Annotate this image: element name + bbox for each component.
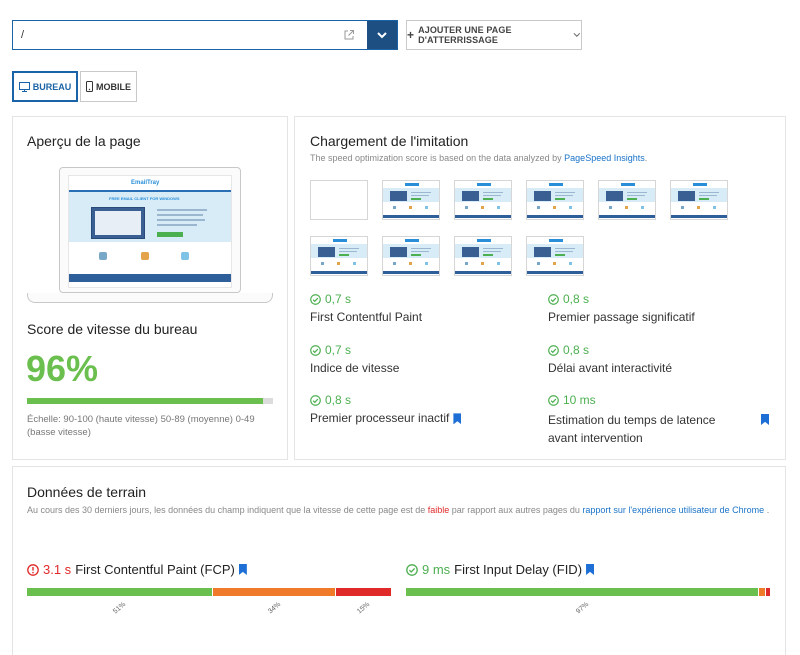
fid-distribution-bar	[406, 588, 770, 596]
simulation-subtitle-text: The speed optimization score is based on…	[310, 153, 565, 163]
filmstrip-frame	[670, 180, 728, 220]
desktop-score-bar	[27, 398, 273, 404]
add-landing-page-label: AJOUTER UNE PAGE D'ATTERRISSAGE	[418, 25, 512, 45]
metric-label-text: Premier passage significatif	[548, 310, 695, 324]
simulation-subtitle-end: .	[644, 153, 648, 163]
monitor-icon	[18, 81, 30, 92]
check-circle-icon	[548, 394, 559, 406]
pagespeed-insights-link[interactable]: PageSpeed Insights	[564, 153, 645, 163]
metric-label: Délai avant interactivité	[548, 361, 672, 375]
metric-value-text: 0,8 s	[325, 393, 352, 407]
fid-value: 9 ms	[422, 562, 451, 577]
filmstrip-frame	[382, 180, 440, 220]
bookmark-icon[interactable]	[586, 564, 595, 575]
device-tab-desktop[interactable]: BUREAU	[12, 71, 78, 102]
chevron-down-icon	[377, 31, 387, 38]
chevron-down-icon	[573, 32, 581, 37]
field-desc-text: Au cours des 30 derniers jours, les donn…	[27, 505, 428, 515]
mobile-phone-icon	[86, 81, 93, 92]
check-circle-icon	[548, 344, 559, 356]
desktop-score-bar-fill	[27, 398, 264, 404]
url-selector[interactable]: /	[12, 20, 398, 50]
metric-label: Indice de vitesse	[310, 361, 399, 375]
simulation-card	[294, 116, 786, 460]
fid-metric-header: 9 ms First Input Delay (FID)	[406, 562, 595, 577]
site-headline: FREE EMAIL CLIENT FOR WINDOWS	[109, 196, 180, 201]
check-circle-icon	[310, 394, 321, 406]
filmstrip-frame	[310, 180, 368, 220]
metric-value-text: 10 ms	[563, 393, 596, 407]
bookmark-icon[interactable]	[238, 564, 247, 575]
device-tab-mobile[interactable]: MOBILE	[80, 71, 137, 102]
desktop-score-value: 96%	[26, 348, 99, 389]
site-brand: EmailTray	[131, 180, 160, 186]
metric-value: 0,8 s	[310, 393, 351, 407]
metric-value: 10 ms	[548, 393, 596, 407]
bookmark-icon[interactable]	[761, 414, 769, 425]
filmstrip-frame	[454, 180, 512, 220]
field-desc-end: .	[764, 505, 770, 515]
desktop-score-title: Score de vitesse du bureau	[27, 321, 198, 337]
url-dropdown-button[interactable]	[367, 21, 397, 49]
metric-label-text: Estimation du temps de latence avant int…	[548, 413, 716, 445]
preview-title: Aperçu de la page	[27, 133, 141, 149]
fcp-metric-header: 3.1 s First Contentful Paint (FCP)	[27, 562, 247, 577]
chrome-ux-report-link[interactable]: rapport sur l'expérience utilisateur de …	[582, 505, 765, 515]
distribution-segment	[336, 588, 391, 596]
fcp-value: 3.1 s	[43, 562, 72, 577]
device-tab-mobile-label: MOBILE	[96, 81, 131, 92]
field-status-text: faible	[427, 505, 450, 515]
metric-value: 0,8 s	[548, 292, 589, 306]
metric-value-text: 0,7 s	[325, 343, 352, 357]
metric-value-text: 0,8 s	[563, 343, 590, 357]
metric-label-text: First Contentful Paint	[310, 310, 423, 324]
metric-label-text: Indice de vitesse	[310, 361, 400, 375]
metric-label: First Contentful Paint	[310, 310, 422, 324]
fcp-label: First Contentful Paint (FCP)	[75, 562, 235, 577]
check-circle-icon	[548, 293, 559, 305]
check-circle-icon	[406, 563, 418, 576]
distribution-segment	[212, 588, 337, 596]
add-landing-page-button[interactable]: + AJOUTER UNE PAGE D'ATTERRISSAGE	[406, 20, 582, 50]
fid-label: First Input Delay (FID)	[454, 562, 583, 577]
filmstrip-frame	[382, 236, 440, 276]
metric-value-text: 0,8 s	[563, 292, 590, 306]
metric-value-text: 0,7 s	[325, 292, 352, 306]
distribution-segment	[27, 588, 213, 596]
metric-label: Premier passage significatif	[548, 310, 695, 324]
metric-value: 0,7 s	[310, 343, 351, 357]
distribution-segment	[759, 588, 767, 596]
metric-value: 0,7 s	[310, 292, 351, 306]
url-value: /	[21, 29, 25, 41]
metric-value: 0,8 s	[548, 343, 589, 357]
field-data-card	[12, 466, 786, 655]
device-tab-desktop-label: BUREAU	[32, 81, 72, 92]
filmstrip-frame	[310, 236, 368, 276]
bookmark-icon[interactable]	[453, 413, 462, 425]
simulation-subtitle: The speed optimization score is based on…	[310, 153, 647, 163]
metric-label-text: Délai avant interactivité	[548, 361, 673, 375]
field-desc-middle: par rapport aux autres pages du	[449, 505, 583, 515]
filmstrip-frame	[598, 180, 656, 220]
metric-label: Premier processeur inactif	[310, 411, 462, 425]
plus-icon: +	[407, 28, 415, 42]
fcp-distribution-bar	[27, 588, 391, 596]
check-circle-icon	[310, 293, 321, 305]
distribution-segment	[766, 588, 770, 596]
external-link-icon[interactable]	[343, 29, 355, 41]
simulation-title: Chargement de l'imitation	[310, 133, 469, 149]
filmstrip-frame	[526, 236, 584, 276]
field-data-description: Au cours des 30 derniers jours, les donn…	[27, 503, 777, 517]
laptop-base	[27, 293, 273, 303]
site-screenshot: EmailTray FREE EMAIL CLIENT FOR WINDOWS	[68, 175, 232, 288]
score-scale-text: Échelle: 90-100 (haute vitesse) 50-89 (m…	[27, 414, 255, 438]
alert-circle-icon	[27, 563, 39, 576]
metric-label-text: Premier processeur inactif	[310, 411, 450, 425]
check-circle-icon	[310, 344, 321, 356]
metric-label: Estimation du temps de latence avant int…	[548, 411, 769, 447]
field-data-title: Données de terrain	[27, 484, 147, 500]
filmstrip-frame	[526, 180, 584, 220]
distribution-segment	[406, 588, 760, 596]
filmstrip-frame	[454, 236, 512, 276]
